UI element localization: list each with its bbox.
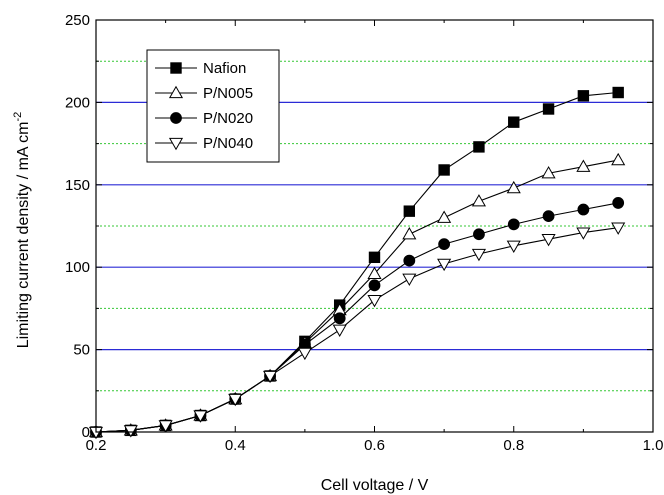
data-point-p-n040	[367, 295, 382, 308]
series-line-p-n020	[95, 202, 619, 433]
data-point-nafion	[508, 116, 520, 128]
legend-marker-p-n020	[170, 112, 182, 124]
y-tick-label: 250	[65, 12, 90, 29]
data-point-p-n040	[437, 258, 452, 272]
data-point-p-n020	[473, 228, 485, 241]
data-point-p-n005	[402, 227, 417, 240]
data-point-p-n040	[402, 273, 417, 286]
y-tick-label: 0	[82, 424, 90, 441]
plot-frame	[95, 19, 654, 433]
x-tick-label: 0.6	[364, 437, 385, 454]
data-point-p-n040	[193, 410, 208, 423]
data-point-p-n040	[158, 420, 173, 433]
x-tick-label: 0.2	[86, 437, 107, 454]
legend-marker-nafion	[170, 62, 182, 74]
y-tick-label: 150	[65, 177, 90, 194]
legend-marker-p-n005	[168, 85, 184, 99]
x-axis-title: Cell voltage / V	[321, 477, 429, 494]
legend-item-p-n005: P/N005	[155, 85, 253, 102]
data-point-p-n020	[368, 279, 381, 292]
data-point-p-n040	[576, 227, 591, 240]
data-point-p-n020	[577, 203, 590, 216]
y-axis-title-superscript: -2	[12, 112, 24, 122]
tick-label-layer: 0.2 0.4 0.6 0.8 1.0 0 50 100 150 200 250	[65, 12, 663, 454]
series-p-n005	[88, 152, 626, 438]
legend-marker-p-n040	[168, 137, 184, 151]
data-point-p-n005	[437, 210, 452, 223]
data-point-nafion	[403, 205, 416, 217]
data-point-p-n020	[542, 210, 555, 223]
data-point-p-n040	[506, 240, 521, 253]
data-point-nafion	[368, 251, 381, 264]
data-point-nafion	[438, 164, 450, 176]
data-point-p-n040	[263, 370, 278, 384]
data-point-nafion	[577, 90, 590, 102]
series-p-n040	[88, 222, 626, 440]
x-tick-label: 0.8	[503, 437, 524, 454]
data-point-p-n040	[611, 222, 626, 235]
y-tick-label: 100	[65, 259, 90, 276]
y-axis-title: Limiting current density / mA cm-2	[12, 112, 32, 349]
legend: Nafion P/N005 P/N020 P/N040	[146, 49, 280, 163]
data-point-p-n005	[576, 159, 591, 172]
y-tick-label: 200	[65, 94, 90, 111]
data-point-p-n040	[297, 347, 312, 361]
data-point-p-n005	[506, 180, 521, 194]
data-point-p-n020	[438, 238, 451, 251]
legend-item-nafion: Nafion	[155, 60, 246, 77]
data-point-p-n005	[541, 166, 556, 179]
x-tick-label: 1.0	[643, 437, 664, 454]
data-point-p-n040	[332, 324, 347, 338]
data-point-nafion	[542, 103, 555, 115]
data-point-p-n040	[541, 234, 556, 247]
data-point-nafion	[473, 141, 485, 153]
legend-label-p-n005: P/N005	[203, 85, 253, 102]
data-point-p-n040	[471, 248, 486, 262]
legend-label-p-n020: P/N020	[203, 110, 253, 127]
legend-label-p-n040: P/N040	[203, 135, 253, 152]
y-tick-label: 50	[73, 342, 90, 359]
x-tick-label: 0.4	[225, 437, 246, 454]
data-point-p-n020	[333, 312, 346, 325]
data-point-p-n020	[612, 197, 625, 209]
series-p-n020	[90, 197, 625, 438]
data-point-p-n040	[228, 393, 243, 407]
data-point-p-n005	[611, 152, 626, 166]
series-layer	[88, 86, 626, 440]
legend-items: Nafion P/N005 P/N020 P/N040	[155, 60, 253, 152]
legend-item-p-n020: P/N020	[155, 110, 253, 127]
tick-layer	[95, 19, 654, 433]
data-point-p-n005	[471, 194, 486, 207]
series-line-p-n040	[95, 227, 619, 433]
data-point-p-n040	[123, 425, 138, 438]
legend-item-p-n040: P/N040	[155, 135, 253, 152]
y-axis-title-main: Limiting current density / mA cm	[15, 122, 32, 349]
data-point-nafion	[612, 86, 624, 99]
legend-label-nafion: Nafion	[203, 60, 246, 77]
data-point-p-n020	[403, 254, 416, 267]
data-point-p-n020	[507, 218, 520, 231]
data-point-p-n005	[367, 266, 382, 279]
